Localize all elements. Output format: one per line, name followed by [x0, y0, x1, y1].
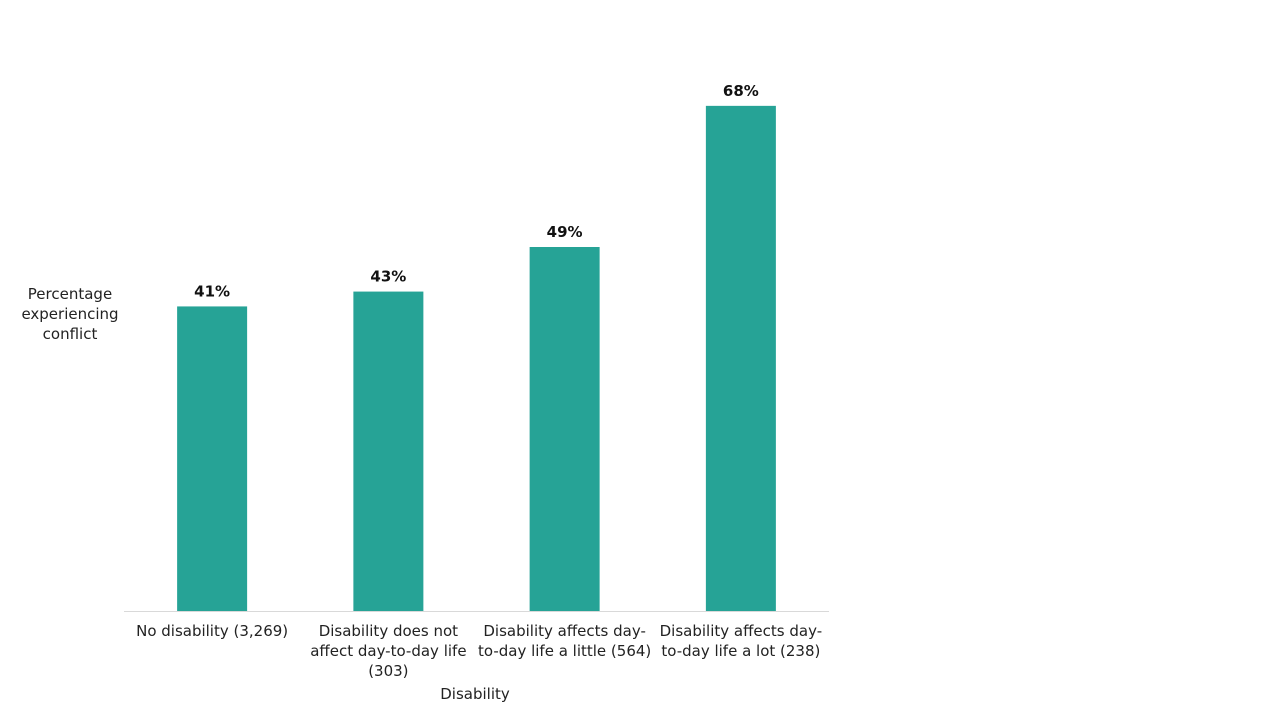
y-axis-title: Percentage experiencing conflict [21, 285, 119, 343]
x-axis-title: Disability [440, 685, 510, 703]
bar [353, 291, 424, 611]
bar [177, 306, 248, 611]
x-tick-label: No disability (3,269) [136, 622, 289, 640]
data-label: 49% [547, 223, 583, 241]
x-tick-label: Disability does not affect day-to-day li… [310, 622, 467, 680]
data-label: 68% [723, 82, 759, 100]
data-label: 41% [194, 282, 230, 300]
x-tick-label: Disability affects day-to-day life a lit… [477, 622, 652, 660]
bar [529, 247, 600, 611]
x-tick-label: Disability affects day-to-day life a lot… [659, 622, 823, 660]
bar [705, 105, 776, 611]
data-label: 43% [370, 268, 406, 286]
